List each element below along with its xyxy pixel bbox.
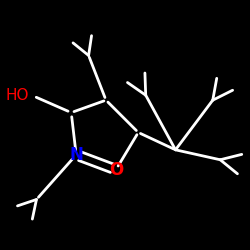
Text: HO: HO — [6, 88, 29, 103]
Text: N: N — [69, 146, 83, 164]
Text: O: O — [109, 161, 123, 179]
